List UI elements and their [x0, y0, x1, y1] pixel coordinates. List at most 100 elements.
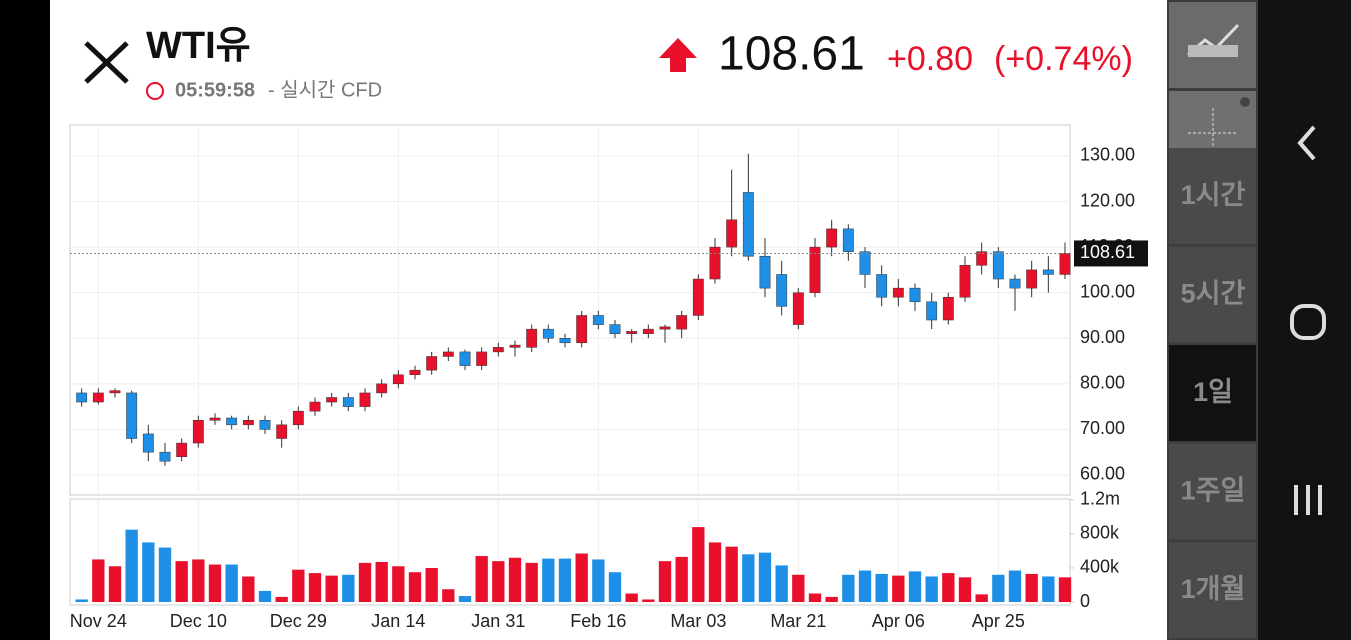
- candle-body: [242, 420, 254, 426]
- volume-bar: [125, 529, 138, 603]
- recents-button[interactable]: [1294, 485, 1322, 515]
- volume-bar: [992, 574, 1005, 603]
- candle-body: [826, 228, 838, 248]
- candle-body: [259, 420, 271, 430]
- y-tick-label: 70.00: [1080, 418, 1125, 438]
- candle-body: [326, 397, 338, 403]
- candle-body: [709, 246, 721, 280]
- volume-bar: [375, 562, 388, 603]
- candle-body: [992, 251, 1004, 280]
- volume-bar: [525, 562, 538, 603]
- candle-body: [1009, 278, 1021, 289]
- candle-body: [192, 420, 204, 444]
- candle-body: [176, 442, 188, 457]
- volume-bar: [192, 559, 205, 603]
- y-tick-label: 90.00: [1080, 327, 1125, 347]
- candle-body: [109, 390, 121, 394]
- timeframe-label[interactable]: 5시간: [1181, 279, 1246, 309]
- volume-bar: [692, 527, 705, 603]
- candle-body: [309, 401, 321, 412]
- candle-body: [92, 392, 104, 403]
- candle-body: [492, 347, 504, 353]
- volume-bar: [542, 558, 555, 603]
- candle-body: [76, 392, 88, 403]
- volume-bar: [408, 572, 422, 603]
- timeframe-tab[interactable]: [1169, 148, 1256, 244]
- volume-bar: [792, 574, 805, 603]
- timeframe-tab[interactable]: [1169, 246, 1256, 343]
- volume-bar: [308, 573, 322, 603]
- source: - 실시간 CFD: [268, 78, 382, 101]
- candle-body: [426, 356, 438, 371]
- volume-bar: [725, 546, 738, 603]
- timeframe-tab[interactable]: [1169, 542, 1256, 638]
- candle-body: [742, 192, 754, 257]
- candle-body: [542, 328, 554, 339]
- candle-body: [359, 392, 371, 407]
- x-tick-label: Dec 29: [270, 611, 327, 631]
- candle-body: [209, 417, 221, 421]
- close-button[interactable]: [84, 41, 129, 84]
- home-button[interactable]: [1290, 304, 1326, 340]
- timeframe-label[interactable]: 1시간: [1181, 180, 1246, 210]
- candle-body: [609, 324, 621, 334]
- candle-body: [976, 251, 988, 266]
- candle-body: [759, 255, 771, 289]
- volume-bar: [425, 567, 438, 603]
- candle-body: [926, 301, 938, 321]
- x-tick-label: Mar 03: [670, 611, 726, 631]
- candle-body: [842, 228, 854, 252]
- y-tick-label: 80.00: [1080, 373, 1125, 393]
- timeframe-active[interactable]: [1169, 345, 1256, 441]
- clock-icon: [146, 82, 164, 100]
- volume-bar: [258, 590, 272, 603]
- x-tick-label: Jan 14: [371, 611, 425, 631]
- x-tick-label: Apr 25: [972, 611, 1025, 631]
- candle-body: [476, 351, 488, 366]
- up-arrow: [659, 38, 697, 72]
- time: 05:59:58: [175, 79, 255, 101]
- candle-body: [592, 315, 604, 325]
- volume-bar: [92, 559, 105, 603]
- x-tick-label: Dec 10: [170, 611, 227, 631]
- volume-bar: [475, 556, 488, 603]
- y-tick-label: 100.00: [1080, 281, 1135, 301]
- volume-bar: [108, 566, 122, 603]
- change-pct: (+0.74%): [994, 40, 1133, 78]
- y-tick-label: 130.00: [1080, 145, 1135, 165]
- candle-body: [876, 274, 888, 298]
- candle-body: [859, 251, 871, 275]
- volume-bar: [175, 561, 188, 603]
- timeframe-label[interactable]: 1개월: [1181, 574, 1246, 604]
- volume-bar: [242, 576, 255, 603]
- candle-body: [642, 328, 654, 334]
- volume-bar: [1042, 576, 1055, 603]
- volume-panel: [69, 498, 1071, 606]
- chart-icon[interactable]: [1169, 2, 1256, 88]
- candle-body: [459, 351, 471, 366]
- candle-body: [659, 326, 671, 330]
- candle-body: [576, 315, 588, 344]
- volume-bar: [275, 596, 288, 603]
- volume-bar: [442, 589, 455, 603]
- candle-body: [126, 392, 138, 439]
- candle-body: [892, 287, 904, 298]
- volume-bar: [158, 547, 172, 603]
- x-tick-label: Nov 24: [70, 611, 127, 631]
- timeframe-label[interactable]: 1주일: [1181, 476, 1246, 506]
- volume-bar: [758, 552, 772, 603]
- volume-bar: [742, 554, 755, 603]
- volume-bar: [608, 572, 622, 603]
- price-tag: [1074, 240, 1148, 267]
- back-button[interactable]: [1297, 125, 1316, 161]
- title: WTI유: [146, 25, 251, 67]
- candle-body: [909, 287, 921, 303]
- volume-bar: [558, 558, 572, 603]
- timeframe-label[interactable]: 1일: [1193, 377, 1233, 407]
- price: 108.61: [718, 28, 865, 81]
- timeframe-tab[interactable]: [1169, 443, 1256, 540]
- candle-body: [276, 424, 288, 439]
- volume-bar: [208, 564, 222, 603]
- volume-bar: [875, 573, 888, 603]
